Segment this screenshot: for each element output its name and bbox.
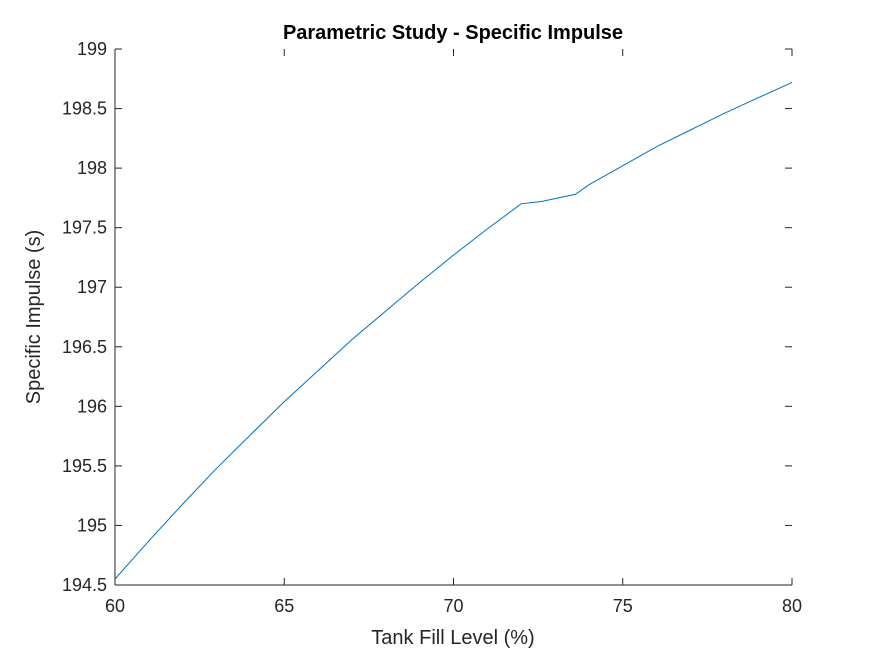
y-axis-label: Specific Impulse (s) [23, 230, 45, 405]
y-tick-label: 197.5 [62, 218, 107, 238]
y-tick-label: 195.5 [62, 456, 107, 476]
y-tick-label: 196.5 [62, 337, 107, 357]
x-axis-label: Tank Fill Level (%) [371, 627, 534, 649]
y-tick-label: 195 [77, 515, 107, 535]
x-tick-label: 60 [105, 596, 125, 616]
plot-area [115, 49, 792, 585]
x-tick-label: 80 [782, 596, 802, 616]
y-tick-label: 197 [77, 277, 107, 297]
x-tick-label: 75 [613, 596, 633, 616]
y-tick-label: 194.5 [62, 575, 107, 595]
series-line [114, 81, 793, 580]
y-tick-label: 198.5 [62, 99, 107, 119]
y-tick-label: 198 [77, 158, 107, 178]
x-tick-label: 65 [274, 596, 294, 616]
y-tick-label: 199 [77, 39, 107, 59]
x-tick-label: 70 [443, 596, 463, 616]
chart-title: Parametric Study - Specific Impulse [283, 22, 623, 44]
y-tick-label: 196 [77, 396, 107, 416]
axis-ticks: 60 65 70 75 80 194.5 195 195.5 196 196.5 197 197.5 1… [62, 39, 802, 616]
